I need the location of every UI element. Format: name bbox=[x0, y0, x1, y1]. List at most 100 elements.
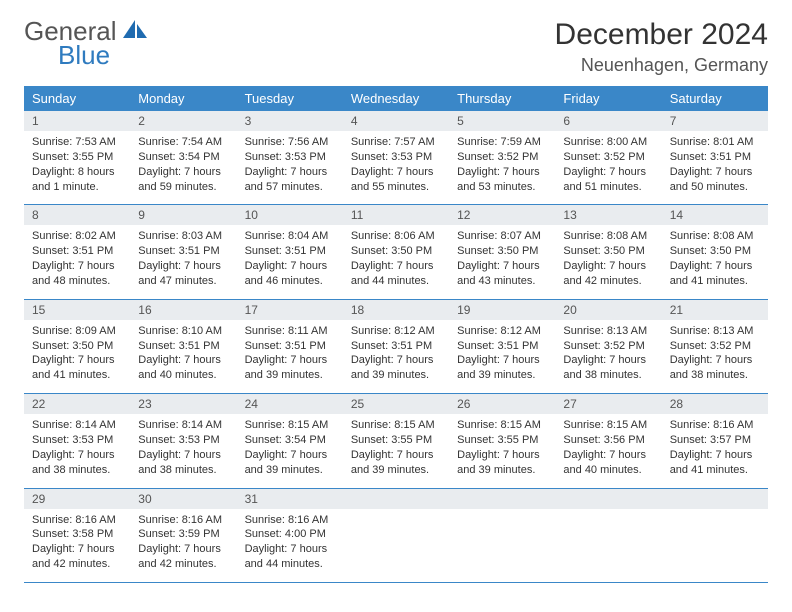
sunrise-text: Sunrise: 8:16 AM bbox=[670, 418, 760, 433]
header: General Blue December 2024 Neuenhagen, G… bbox=[24, 18, 768, 76]
daylight-line2: and 44 minutes. bbox=[351, 274, 441, 289]
daylight-line2: and 44 minutes. bbox=[245, 557, 335, 572]
daylight-line1: Daylight: 7 hours bbox=[245, 542, 335, 557]
day-number: 29 bbox=[24, 489, 130, 509]
day-number: 23 bbox=[130, 394, 236, 414]
day-details: Sunrise: 7:54 AMSunset: 3:54 PMDaylight:… bbox=[130, 131, 236, 204]
day-details bbox=[555, 509, 661, 579]
daylight-line2: and 39 minutes. bbox=[457, 463, 547, 478]
daylight-line2: and 41 minutes. bbox=[32, 368, 122, 383]
daylight-line2: and 40 minutes. bbox=[138, 368, 228, 383]
daylight-line2: and 1 minute. bbox=[32, 180, 122, 195]
daylight-line1: Daylight: 7 hours bbox=[563, 353, 653, 368]
day-number: 3 bbox=[237, 111, 343, 131]
daylight-line2: and 42 minutes. bbox=[32, 557, 122, 572]
sunrise-text: Sunrise: 8:12 AM bbox=[351, 324, 441, 339]
calendar-body: 1Sunrise: 7:53 AMSunset: 3:55 PMDaylight… bbox=[24, 111, 768, 582]
sunset-text: Sunset: 3:54 PM bbox=[138, 150, 228, 165]
daylight-line2: and 50 minutes. bbox=[670, 180, 760, 195]
day-number: 10 bbox=[237, 205, 343, 225]
calendar-day-cell: 31Sunrise: 8:16 AMSunset: 4:00 PMDayligh… bbox=[237, 488, 343, 582]
calendar-day-cell: 23Sunrise: 8:14 AMSunset: 3:53 PMDayligh… bbox=[130, 394, 236, 488]
location-label: Neuenhagen, Germany bbox=[555, 55, 768, 76]
day-details: Sunrise: 8:12 AMSunset: 3:51 PMDaylight:… bbox=[343, 320, 449, 393]
sunset-text: Sunset: 3:50 PM bbox=[32, 339, 122, 354]
weekday-header: Saturday bbox=[662, 86, 768, 111]
sunset-text: Sunset: 3:58 PM bbox=[32, 527, 122, 542]
day-details: Sunrise: 7:59 AMSunset: 3:52 PMDaylight:… bbox=[449, 131, 555, 204]
daylight-line2: and 38 minutes. bbox=[670, 368, 760, 383]
daylight-line2: and 53 minutes. bbox=[457, 180, 547, 195]
sunrise-text: Sunrise: 8:15 AM bbox=[457, 418, 547, 433]
sunset-text: Sunset: 3:57 PM bbox=[670, 433, 760, 448]
calendar-day-cell: 6Sunrise: 8:00 AMSunset: 3:52 PMDaylight… bbox=[555, 111, 661, 205]
title-block: December 2024 Neuenhagen, Germany bbox=[555, 18, 768, 76]
daylight-line1: Daylight: 7 hours bbox=[457, 259, 547, 274]
day-number: 13 bbox=[555, 205, 661, 225]
daylight-line1: Daylight: 7 hours bbox=[245, 448, 335, 463]
calendar-empty-cell bbox=[555, 488, 661, 582]
sunset-text: Sunset: 3:52 PM bbox=[563, 150, 653, 165]
daylight-line1: Daylight: 7 hours bbox=[457, 448, 547, 463]
daylight-line2: and 42 minutes. bbox=[138, 557, 228, 572]
calendar-empty-cell bbox=[449, 488, 555, 582]
sunset-text: Sunset: 3:52 PM bbox=[670, 339, 760, 354]
calendar-day-cell: 24Sunrise: 8:15 AMSunset: 3:54 PMDayligh… bbox=[237, 394, 343, 488]
daylight-line2: and 43 minutes. bbox=[457, 274, 547, 289]
day-details: Sunrise: 8:08 AMSunset: 3:50 PMDaylight:… bbox=[555, 225, 661, 298]
calendar-day-cell: 7 Sunrise: 8:01 AMSunset: 3:51 PMDaylight… bbox=[662, 111, 768, 205]
day-number: 31 bbox=[237, 489, 343, 509]
calendar-week-row: 29Sunrise: 8:16 AMSunset: 3:58 PMDayligh… bbox=[24, 488, 768, 582]
daylight-line2: and 41 minutes. bbox=[670, 463, 760, 478]
day-details: Sunrise: 8:13 AMSunset: 3:52 PMDaylight:… bbox=[555, 320, 661, 393]
daylight-line1: Daylight: 7 hours bbox=[351, 353, 441, 368]
daylight-line1: Daylight: 7 hours bbox=[457, 165, 547, 180]
day-details: Sunrise: 8:13 AMSunset: 3:52 PMDaylight:… bbox=[662, 320, 768, 393]
sunrise-text: Sunrise: 8:01 AM bbox=[670, 135, 760, 150]
sunset-text: Sunset: 3:51 PM bbox=[457, 339, 547, 354]
day-number: 2 bbox=[130, 111, 236, 131]
brand-logo: General Blue bbox=[24, 18, 149, 68]
sunset-text: Sunset: 3:53 PM bbox=[351, 150, 441, 165]
sunrise-text: Sunrise: 8:12 AM bbox=[457, 324, 547, 339]
day-details: Sunrise: 8:14 AMSunset: 3:53 PMDaylight:… bbox=[130, 414, 236, 487]
calendar-day-cell: 28Sunrise: 8:16 AMSunset: 3:57 PMDayligh… bbox=[662, 394, 768, 488]
daylight-line2: and 38 minutes. bbox=[138, 463, 228, 478]
sunset-text: Sunset: 3:50 PM bbox=[351, 244, 441, 259]
day-details: Sunrise: 8:16 AMSunset: 3:59 PMDaylight:… bbox=[130, 509, 236, 582]
day-number: 27 bbox=[555, 394, 661, 414]
calendar-day-cell: 22Sunrise: 8:14 AMSunset: 3:53 PMDayligh… bbox=[24, 394, 130, 488]
month-title: December 2024 bbox=[555, 18, 768, 51]
day-number bbox=[449, 489, 555, 509]
daylight-line1: Daylight: 7 hours bbox=[351, 259, 441, 274]
sunset-text: Sunset: 3:51 PM bbox=[670, 150, 760, 165]
day-number: 30 bbox=[130, 489, 236, 509]
day-details: Sunrise: 8:04 AMSunset: 3:51 PMDaylight:… bbox=[237, 225, 343, 298]
daylight-line1: Daylight: 7 hours bbox=[245, 259, 335, 274]
day-number: 14 bbox=[662, 205, 768, 225]
daylight-line1: Daylight: 7 hours bbox=[138, 448, 228, 463]
sunset-text: Sunset: 3:51 PM bbox=[138, 339, 228, 354]
day-number bbox=[343, 489, 449, 509]
daylight-line2: and 55 minutes. bbox=[351, 180, 441, 195]
day-details: Sunrise: 8:15 AMSunset: 3:56 PMDaylight:… bbox=[555, 414, 661, 487]
day-details: Sunrise: 8:16 AMSunset: 3:58 PMDaylight:… bbox=[24, 509, 130, 582]
day-details: Sunrise: 8:14 AMSunset: 3:53 PMDaylight:… bbox=[24, 414, 130, 487]
calendar-day-cell: 30Sunrise: 8:16 AMSunset: 3:59 PMDayligh… bbox=[130, 488, 236, 582]
daylight-line1: Daylight: 7 hours bbox=[670, 165, 760, 180]
sunrise-text: Sunrise: 8:03 AM bbox=[138, 229, 228, 244]
day-number: 7 bbox=[662, 111, 768, 131]
calendar-empty-cell bbox=[662, 488, 768, 582]
daylight-line1: Daylight: 7 hours bbox=[138, 353, 228, 368]
day-details: Sunrise: 8:15 AMSunset: 3:55 PMDaylight:… bbox=[449, 414, 555, 487]
daylight-line1: Daylight: 7 hours bbox=[563, 165, 653, 180]
weekday-header-row: SundayMondayTuesdayWednesdayThursdayFrid… bbox=[24, 86, 768, 111]
sunset-text: Sunset: 3:51 PM bbox=[32, 244, 122, 259]
sunrise-text: Sunrise: 8:04 AM bbox=[245, 229, 335, 244]
sunset-text: Sunset: 3:56 PM bbox=[563, 433, 653, 448]
sunset-text: Sunset: 3:55 PM bbox=[351, 433, 441, 448]
day-details: Sunrise: 7:57 AMSunset: 3:53 PMDaylight:… bbox=[343, 131, 449, 204]
day-details bbox=[343, 509, 449, 579]
calendar-week-row: 8Sunrise: 8:02 AMSunset: 3:51 PMDaylight… bbox=[24, 205, 768, 299]
sunrise-text: Sunrise: 8:08 AM bbox=[563, 229, 653, 244]
